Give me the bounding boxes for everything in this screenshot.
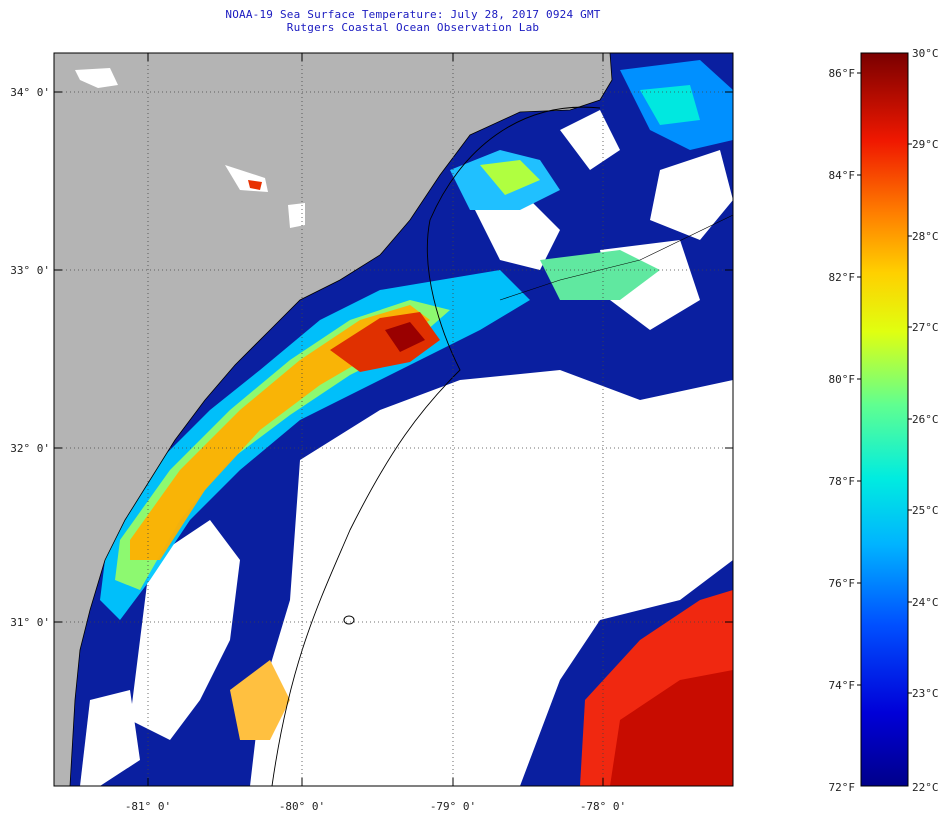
c-label: 29°C xyxy=(912,138,939,151)
shelf-contour xyxy=(271,106,601,786)
c-label: 26°C xyxy=(912,413,939,426)
map-panel xyxy=(54,53,733,786)
latitude-labels: 34° 0' 33° 0' 32° 0' 31° 0' xyxy=(10,86,50,629)
c-label: 22°C xyxy=(912,781,939,794)
colorbar-fahrenheit-labels: 86°F 84°F 82°F 80°F 78°F 76°F 74°F 72°F xyxy=(829,67,856,794)
colorbar: 86°F 84°F 82°F 80°F 78°F 76°F 74°F 72°F … xyxy=(829,47,939,794)
c-label: 25°C xyxy=(912,504,939,517)
c-label: 28°C xyxy=(912,230,939,243)
axis-ticks xyxy=(54,53,733,786)
f-label: 86°F xyxy=(829,67,856,80)
lon-label: -78° 0' xyxy=(580,800,626,813)
f-label: 74°F xyxy=(829,679,856,692)
lon-label: -81° 0' xyxy=(125,800,171,813)
f-label: 76°F xyxy=(829,577,856,590)
lon-label: -79° 0' xyxy=(430,800,476,813)
land-area xyxy=(54,53,613,786)
lon-label: -80° 0' xyxy=(279,800,325,813)
longitude-labels: -81° 0' -80° 0' -79° 0' -78° 0' xyxy=(125,800,626,813)
f-label: 72°F xyxy=(829,781,856,794)
lat-label: 33° 0' xyxy=(10,264,50,277)
lat-label: 31° 0' xyxy=(10,616,50,629)
f-label: 78°F xyxy=(829,475,856,488)
f-label: 82°F xyxy=(829,271,856,284)
c-label: 23°C xyxy=(912,687,939,700)
f-label: 84°F xyxy=(829,169,856,182)
northern-sst-patches xyxy=(450,60,733,300)
colorbar-scale xyxy=(860,52,909,787)
warm-water-band xyxy=(100,270,530,740)
map-subtitle: Rutgers Coastal Ocean Observation Lab xyxy=(286,21,540,34)
c-label: 27°C xyxy=(912,321,939,334)
c-label: 24°C xyxy=(912,596,939,609)
colorbar-celsius-labels: 30°C 29°C 28°C 27°C 26°C 25°C 24°C 23°C … xyxy=(912,47,939,794)
map-title: NOAA-19 Sea Surface Temperature: July 28… xyxy=(225,8,601,21)
lat-label: 32° 0' xyxy=(10,442,50,455)
f-label: 80°F xyxy=(829,373,856,386)
c-label: 30°C xyxy=(912,47,939,60)
map-frame xyxy=(53,52,734,787)
lat-label: 34° 0' xyxy=(10,86,50,99)
